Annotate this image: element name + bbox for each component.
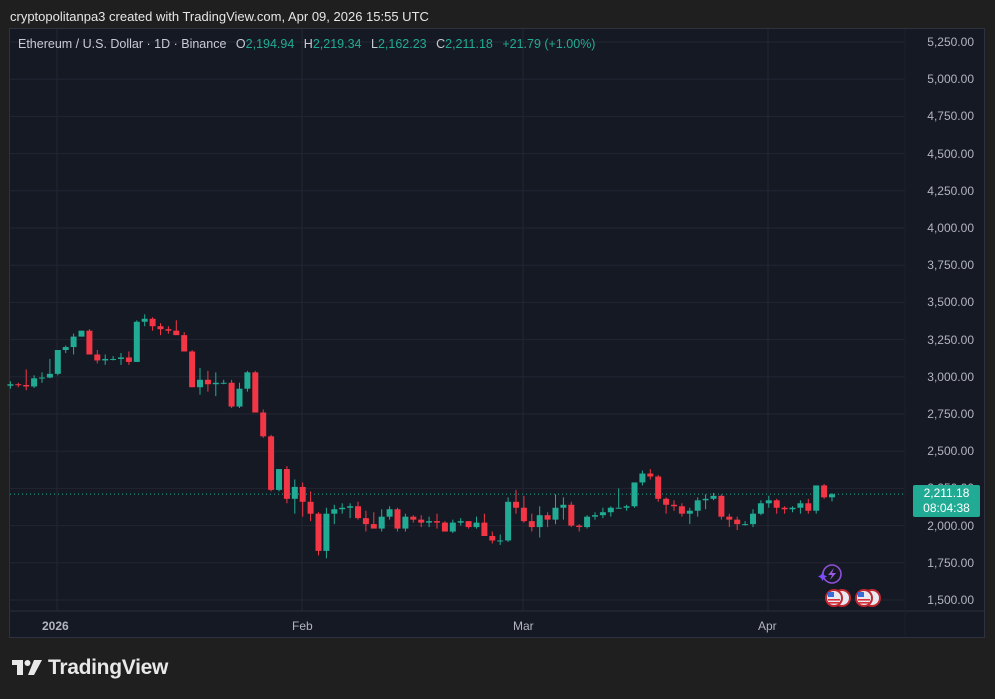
price-axis-label: 3,000.00: [927, 369, 974, 384]
symbol-title: Ethereum / U.S. Dollar · 1D · Binance: [18, 37, 227, 51]
price-axis-label: 2,000.00: [927, 518, 974, 533]
open-label: O: [235, 37, 246, 51]
price-axis-label: 5,000.00: [927, 72, 974, 87]
chart-panel[interactable]: [9, 28, 985, 638]
high-label: H: [303, 37, 313, 51]
last-price: 2,211.18: [923, 486, 970, 500]
symbol-legend: Ethereum / U.S. Dollar · 1D · Binance O2…: [18, 37, 595, 51]
price-axis-label: 5,250.00: [927, 35, 974, 49]
low-label: L: [370, 37, 378, 51]
high-value: 2,219.34: [312, 37, 362, 51]
price-axis-label: 3,250.00: [927, 332, 974, 347]
price-axis-label: 4,750.00: [927, 109, 974, 124]
price-axis-label: 3,500.00: [927, 295, 974, 310]
tradingview-logo-icon: [12, 660, 42, 675]
price-axis-label: 1,750.00: [927, 555, 974, 570]
price-axis-label: 4,250.00: [927, 183, 974, 198]
lightning-event-icon[interactable]: [818, 564, 842, 584]
close-value: 2,211.18: [445, 37, 493, 51]
time-axis-label: Feb: [292, 619, 313, 633]
price-axis-label: 4,500.00: [927, 146, 974, 161]
price-axis-label: 2,750.00: [927, 407, 974, 421]
open-value: 2,194.94: [245, 37, 295, 51]
us-flag-event-icon[interactable]: [825, 589, 851, 607]
last-price-tag: 2,211.18 08:04:38: [913, 485, 980, 517]
tradingview-logo[interactable]: TradingView: [12, 656, 168, 680]
time-axis-label: Apr: [758, 619, 777, 633]
time-axis-label: 2026: [42, 619, 69, 633]
price-axis-label: 2,500.00: [927, 444, 974, 459]
chart-caption: cryptopolitanpa3 created with TradingVie…: [10, 9, 429, 24]
bar-countdown: 08:04:38: [923, 501, 970, 515]
low-value: 2,162.23: [377, 37, 427, 51]
price-axis-label: 1,500.00: [927, 593, 974, 607]
change-value: +21.79 (+1.00%): [502, 37, 596, 51]
us-flag-event-icon[interactable]: [855, 589, 881, 607]
close-label: C: [436, 37, 446, 51]
tradingview-logo-text: TradingView: [48, 656, 169, 679]
price-axis-label: 4,000.00: [927, 221, 974, 235]
time-axis-label: Mar: [513, 619, 534, 633]
price-axis-label: 3,750.00: [927, 258, 974, 273]
